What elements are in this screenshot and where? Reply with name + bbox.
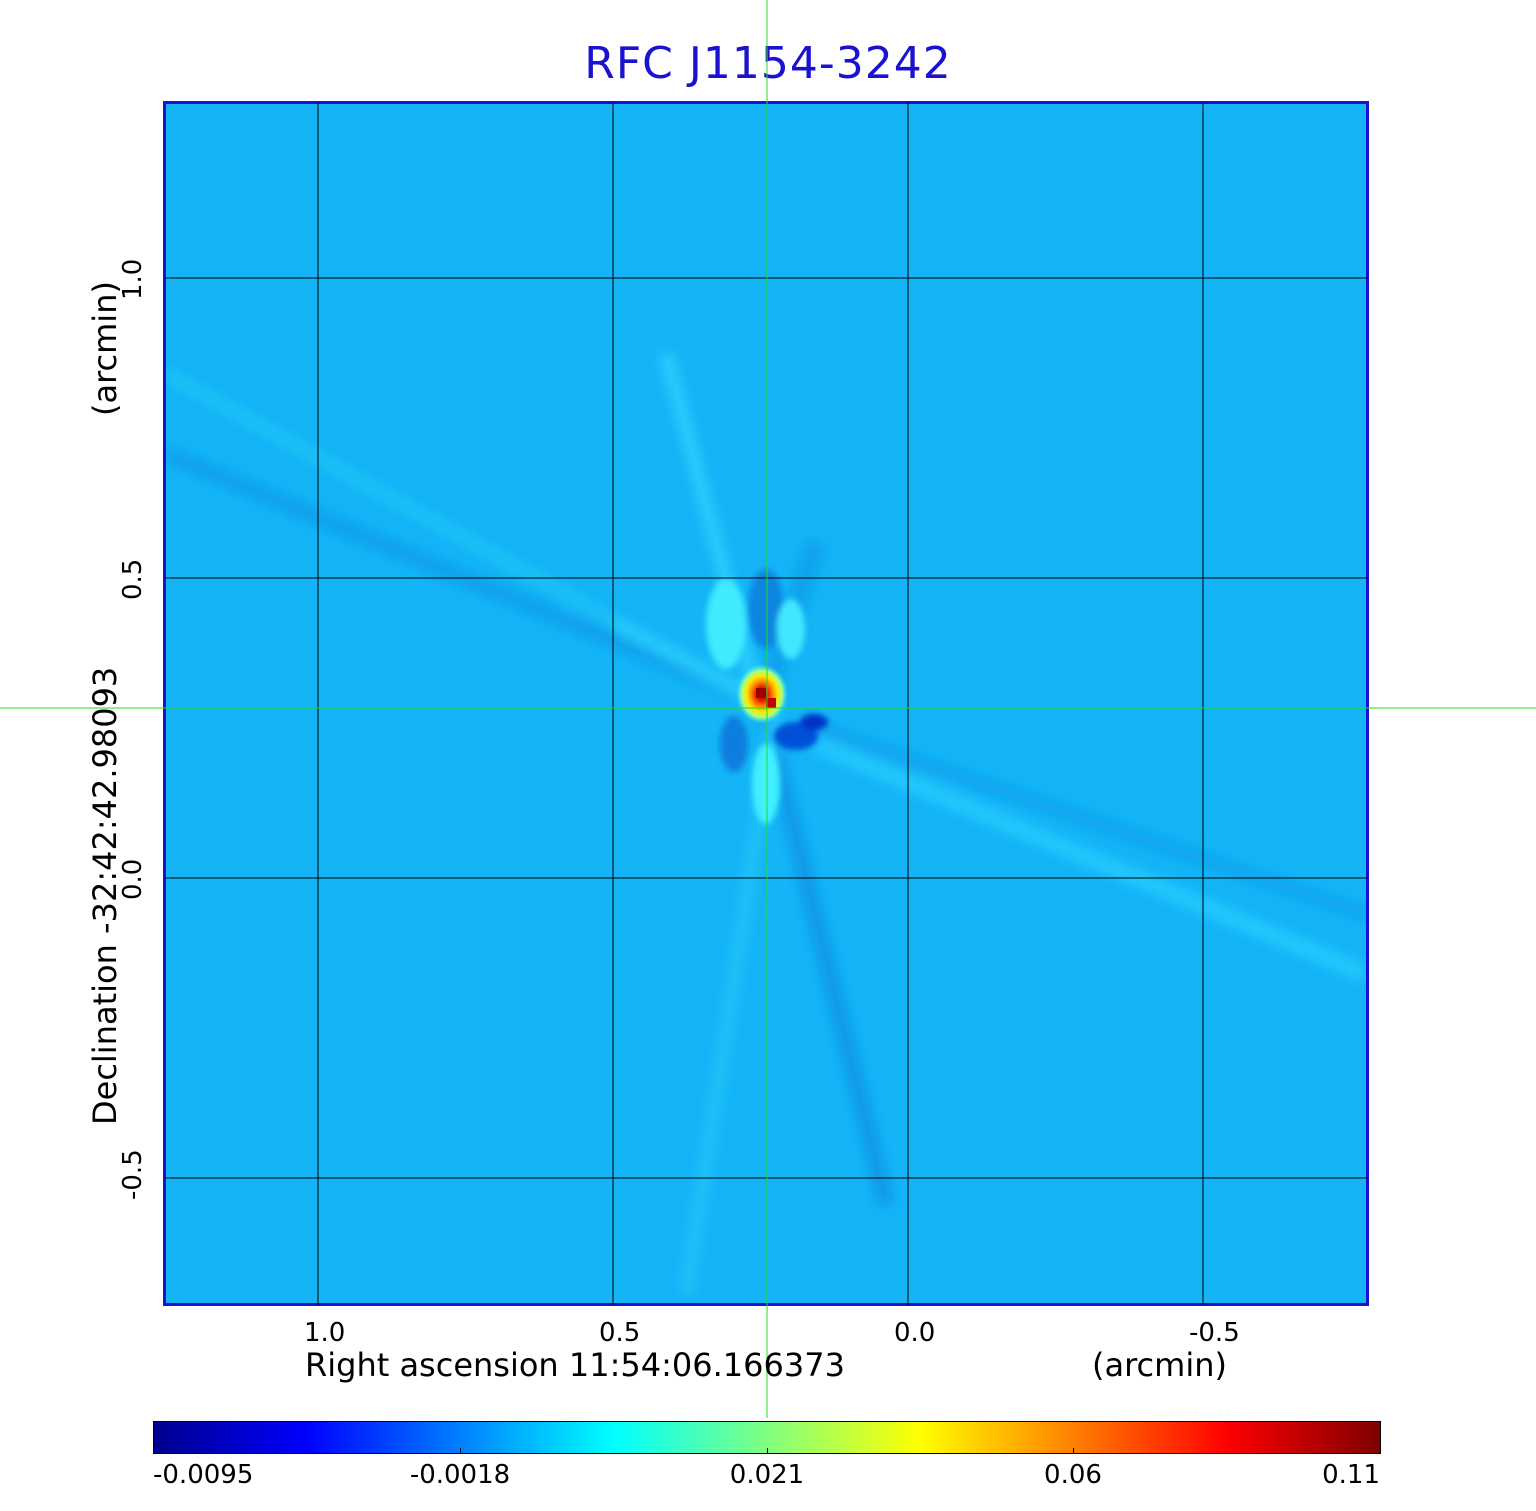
image-map-panel[interactable]	[163, 101, 1369, 1306]
colorbar-tick-mark	[460, 1448, 461, 1454]
x-tick-label: 0.5	[599, 1318, 641, 1348]
colorbar-tick-mark	[153, 1448, 154, 1454]
radio-image-map	[166, 104, 1366, 1303]
colorbar-tick-label: 0.021	[729, 1460, 805, 1490]
colorbar-tick-mark	[767, 1448, 768, 1454]
y-axis-label: Declination -32:42:42.98093	[86, 666, 124, 1125]
x-tick-label: 1.0	[304, 1318, 346, 1348]
colorbar-tick-label: -0.0095	[153, 1460, 254, 1490]
y-axis-label-group: Declination -32:42:42.98093	[86, 667, 124, 1125]
colorbar-tick-label: 0.06	[1044, 1460, 1102, 1490]
x-tick-label: 0.0	[894, 1318, 936, 1348]
colorbar-tick-mark	[1073, 1448, 1074, 1454]
y-tick-label: 0.5	[118, 558, 148, 600]
colorbar-tick-mark	[1380, 1448, 1381, 1454]
colorbar-tick-label: -0.0018	[409, 1460, 511, 1490]
y-tick-label: -0.5	[118, 1149, 148, 1200]
peak-pixel	[756, 688, 766, 698]
x-axis-label: Right ascension 11:54:06.166373	[305, 1346, 845, 1384]
peak-pixel-2	[766, 698, 776, 708]
y-axis-unit-group: (arcmin)	[86, 281, 124, 416]
colorbar-tick-label: 0.11	[1322, 1460, 1380, 1490]
x-tick-label: -0.5	[1189, 1318, 1240, 1348]
core-region	[706, 569, 828, 824]
plot-title: RFC J1154-3242	[584, 38, 952, 89]
y-axis-unit: (arcmin)	[86, 281, 124, 416]
x-axis-unit: (arcmin)	[1092, 1346, 1227, 1384]
